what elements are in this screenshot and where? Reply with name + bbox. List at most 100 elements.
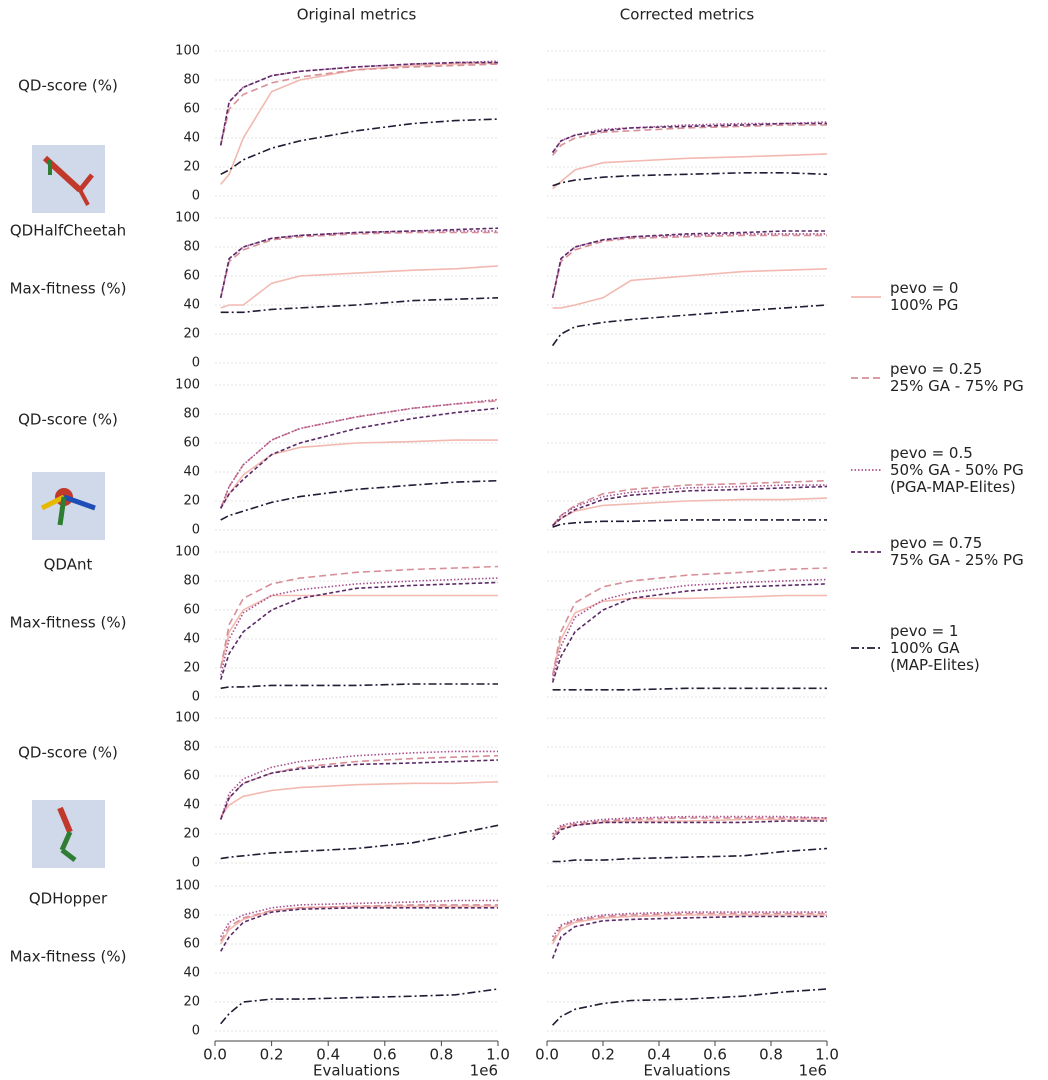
x-tick-label: 0.2	[591, 1046, 615, 1064]
y-tick-label: 20	[183, 160, 200, 175]
series-line	[551, 233, 827, 298]
series-line	[219, 565, 499, 669]
legend-entry: pevo = 0.5 50% GA - 50% PG (PGA-MAP-Elit…	[850, 443, 1024, 496]
legend-label: pevo = 0.5 50% GA - 50% PG (PGA-MAP-Elit…	[890, 443, 1024, 496]
series-line	[220, 61, 499, 185]
series-line	[551, 915, 827, 959]
y-tick-label: 100	[175, 879, 200, 894]
x-tick-label: 0.6	[703, 1046, 727, 1064]
y-tick-label: 80	[183, 574, 200, 589]
series-line	[219, 754, 499, 820]
series-line	[551, 583, 828, 683]
y-tick-label: 100	[175, 44, 200, 59]
series-line	[220, 781, 499, 818]
x-tick-label: 0.4	[316, 1046, 340, 1064]
series-line	[552, 847, 828, 863]
x-tick-label: 0.8	[429, 1046, 453, 1064]
y-tick-label: 80	[183, 908, 200, 923]
x-offset-label: 1e6	[470, 1062, 498, 1080]
series-line	[552, 818, 827, 838]
env-icon	[32, 472, 105, 540]
series-line	[219, 759, 499, 820]
legend-label: pevo = 1 100% GA (MAP-Elites)	[890, 621, 980, 674]
y-tick-label: 0	[192, 523, 200, 538]
y-axis-label: Max-fitness (%)	[10, 948, 127, 966]
series-line	[552, 153, 828, 190]
series-line	[551, 230, 827, 298]
series-line	[220, 479, 499, 521]
series-line	[551, 912, 827, 942]
environment-label: QDHopper	[29, 890, 108, 908]
y-tick-label: 20	[183, 494, 200, 509]
x-tick-label: 0.0	[203, 1046, 227, 1064]
legend-swatch	[851, 647, 881, 649]
series-line	[551, 817, 827, 838]
x-tick-label: 0.8	[759, 1046, 783, 1064]
y-axis-label: Max-fitness (%)	[10, 280, 127, 298]
series-line	[219, 577, 499, 676]
series-line	[220, 904, 498, 942]
legend-label: pevo = 0 100% PG	[890, 279, 959, 314]
series-line	[552, 519, 827, 528]
legend-swatch	[851, 377, 881, 379]
y-tick-label: 100	[175, 378, 200, 393]
y-tick-label: 60	[183, 937, 200, 952]
y-axis-label: QD-score (%)	[18, 411, 118, 429]
x-tick-label: 0.2	[260, 1046, 284, 1064]
series-line	[219, 227, 499, 298]
y-tick-label: 20	[183, 827, 200, 842]
y-axis-label: Max-fitness (%)	[10, 614, 127, 632]
series-line	[219, 61, 498, 146]
series-line	[551, 304, 828, 347]
x-tick-label: 0.4	[647, 1046, 671, 1064]
x-offset-label: 1e6	[799, 1062, 827, 1080]
series-line	[219, 398, 499, 509]
series-line	[219, 60, 499, 146]
series-line	[552, 687, 827, 691]
env-icon	[32, 800, 105, 868]
environment-label: QDAnt	[44, 556, 93, 574]
series-line	[220, 824, 499, 860]
legend-swatch	[851, 469, 881, 471]
legend-label: pevo = 0.75 75% GA - 25% PG	[890, 534, 1024, 569]
y-tick-label: 20	[183, 661, 200, 676]
series-line	[219, 63, 499, 146]
series-line	[551, 484, 827, 527]
y-axis-label: QD-score (%)	[18, 744, 118, 762]
legend-entry: pevo = 0.75 75% GA - 25% PG	[850, 535, 1024, 569]
y-tick-label: 100	[175, 545, 200, 560]
column-title: Original metrics	[297, 6, 417, 24]
y-tick-label: 40	[183, 298, 200, 313]
y-tick-label: 20	[183, 995, 200, 1010]
environment-label: QDHalfCheetah	[10, 222, 126, 240]
series-line	[551, 479, 828, 527]
y-tick-label: 40	[183, 131, 200, 146]
series-line	[220, 265, 499, 309]
y-tick-label: 40	[183, 632, 200, 647]
y-tick-label: 100	[175, 211, 200, 226]
series-line	[219, 400, 499, 509]
y-tick-label: 0	[192, 690, 200, 705]
series-line	[551, 234, 827, 298]
y-tick-label: 60	[183, 102, 200, 117]
y-tick-label: 80	[183, 740, 200, 755]
y-tick-label: 0	[192, 189, 200, 204]
x-tick-label: 1.0	[815, 1046, 839, 1064]
y-tick-label: 60	[183, 436, 200, 451]
series-line	[551, 578, 828, 680]
y-tick-label: 100	[175, 711, 200, 726]
series-line	[220, 988, 499, 1025]
series-line	[551, 567, 828, 676]
series-line	[552, 172, 828, 187]
series-line	[551, 820, 827, 841]
series-line	[551, 911, 827, 938]
series-line	[220, 683, 498, 690]
legend-entry: pevo = 0.25 25% GA - 75% PG	[850, 361, 1024, 395]
y-tick-label: 40	[183, 798, 200, 813]
series-line	[219, 581, 499, 680]
series-line	[552, 988, 828, 1026]
y-tick-label: 0	[192, 1024, 200, 1039]
x-tick-label: 0.6	[373, 1046, 397, 1064]
